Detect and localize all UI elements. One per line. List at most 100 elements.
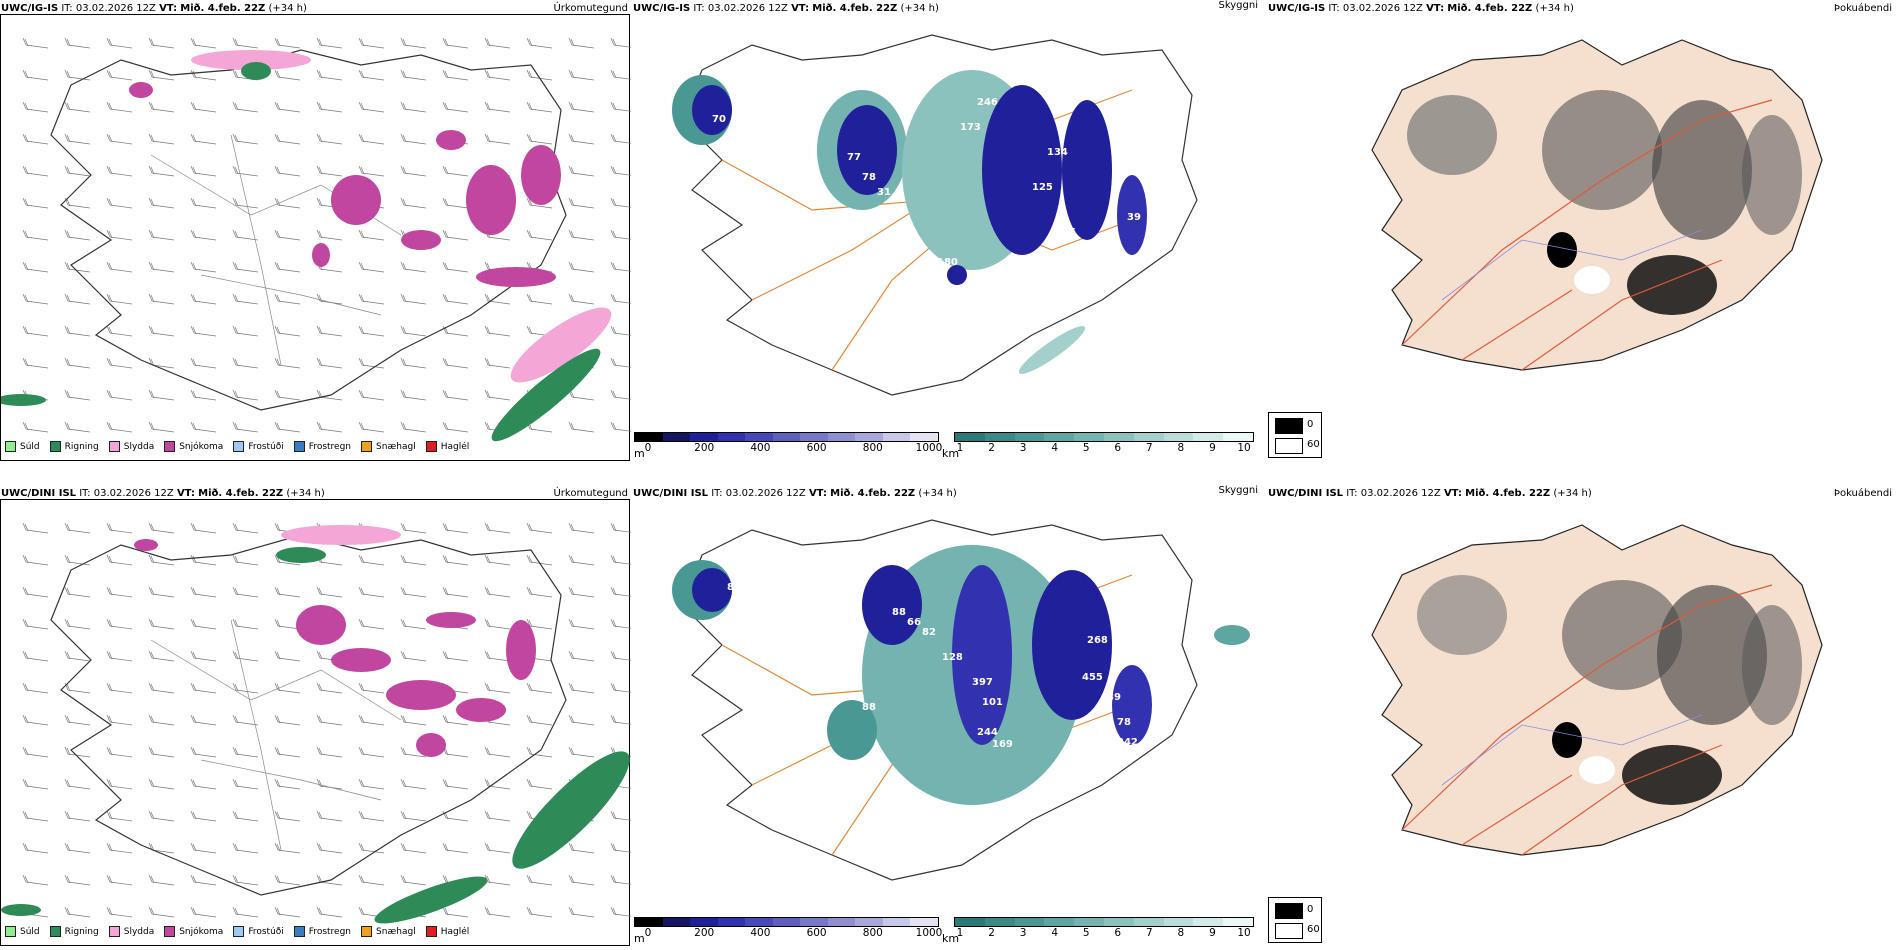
wind-barb: [232, 522, 259, 534]
wind-barb: [400, 357, 427, 369]
legend-item: Frostregn: [293, 926, 351, 937]
wind-barb: [442, 293, 469, 305]
wind-barb: [22, 229, 49, 241]
colorbar-segment: [1223, 918, 1253, 926]
ceiling-value-label: 31: [877, 187, 891, 198]
colorbar-segment: [910, 918, 939, 926]
legend-label: Slydda: [123, 926, 155, 937]
wind-barb: [22, 69, 49, 81]
row2-fog-title: UWC/DINI ISL IT: 03.02.2026 12Z VT: Mið.…: [1268, 488, 1592, 499]
wind-barb: [148, 325, 175, 337]
wind-barb: [148, 69, 175, 81]
wind-barb: [484, 906, 511, 918]
wind-barb: [610, 842, 631, 853]
wind-barb: [106, 618, 133, 630]
wind-barb: [568, 197, 595, 209]
colorbar-segment: [717, 918, 746, 926]
row1-precip-legend: Súld Rigning Slydda Snjókoma Frostúði Frostre…: [5, 441, 469, 452]
wind-barb: [106, 229, 133, 241]
wind-barb: [64, 682, 91, 694]
wind-barb: [190, 37, 217, 49]
wind-barb: [22, 165, 49, 177]
wind-barb: [358, 586, 385, 598]
wind-barb: [190, 682, 217, 694]
wind-barb: [232, 261, 259, 273]
wind-barb: [484, 618, 511, 630]
ceiling-value-label: 97: [730, 85, 744, 96]
legend-label: Snæhagl: [376, 441, 416, 452]
wind-barb: [64, 906, 91, 918]
colorbar-tick-label: 4: [1051, 442, 1058, 454]
row1-precip-map: [1, 37, 631, 442]
wind-barb: [358, 778, 385, 790]
wind-barb: [232, 618, 259, 630]
row1-visibility-panel: UWC/IG-IS IT: 03.02.2026 12Z VT: Mið. 4.…: [632, 0, 1262, 465]
wind-barb: [610, 650, 631, 661]
wind-barb: [484, 586, 511, 598]
wind-barb: [568, 874, 595, 886]
wind-barb: [568, 522, 595, 534]
fog-legend-black-swatch: [1275, 903, 1303, 919]
ceiling-value-label: 70: [712, 114, 726, 125]
wind-barb: [610, 37, 631, 48]
ceiling-value-label: 77: [847, 152, 861, 163]
ceiling-value-label: 88: [862, 702, 876, 713]
wind-barb: [232, 133, 259, 145]
legend-label: Frostúði: [248, 926, 284, 937]
wind-barb: [568, 746, 595, 758]
colorbar-tick-label: 8: [1177, 442, 1185, 454]
legend-item: Súld: [5, 926, 40, 937]
wind-barb: [64, 165, 91, 177]
wind-barb: [64, 618, 91, 630]
wind-barb: [274, 37, 301, 49]
wind-barb: [22, 650, 49, 662]
wind-barb: [442, 842, 469, 854]
wind-barb: [148, 554, 175, 566]
colorbar-segment: [772, 918, 801, 926]
wind-barb: [526, 906, 553, 918]
wind-barb: [22, 874, 49, 886]
row2-visibility-panel: UWC/DINI ISL IT: 03.02.2026 12Z VT: Mið.…: [632, 485, 1262, 950]
colorbar-tick-label: 800: [862, 442, 883, 454]
colorbar-segment: [635, 433, 663, 441]
wind-barb: [190, 133, 217, 145]
row2-ceiling-unit: m: [634, 932, 645, 945]
wind-barb: [610, 133, 631, 144]
row1-ceiling-colorbar: 0 200 400 600 800 1000: [634, 432, 942, 454]
row1-visibility-unit: km: [942, 447, 960, 460]
wind-barb: [568, 293, 595, 305]
legend-swatch: [233, 926, 245, 937]
legend-item: Frostregn: [293, 441, 351, 452]
wind-barb: [316, 421, 343, 433]
colorbar-segment: [882, 918, 911, 926]
ceiling-value-label: 331: [1122, 167, 1143, 178]
wind-barb: [64, 842, 91, 854]
wind-barb: [358, 810, 385, 822]
wind-barb: [526, 618, 553, 630]
wind-barb: [568, 618, 595, 630]
wind-barb: [232, 101, 259, 113]
ceiling-value-label: 242: [1117, 737, 1138, 748]
wind-barb: [442, 37, 469, 49]
wind-barb: [232, 810, 259, 822]
colorbar-segment: [984, 918, 1015, 926]
ceiling-value-label: 88: [892, 607, 906, 618]
colorbar-segment: [717, 433, 746, 441]
row1-fog-type-label: Þokuábendi: [1833, 3, 1892, 14]
ceiling-value-label: 12: [1079, 260, 1093, 271]
wind-barb: [400, 101, 427, 113]
legend-label: Haglél: [440, 926, 470, 937]
legend-swatch: [108, 441, 120, 452]
wind-barb: [232, 229, 259, 241]
wind-barb: [274, 101, 301, 113]
colorbar-segment: [1223, 433, 1253, 441]
wind-barb: [484, 778, 511, 790]
wind-barb: [148, 682, 175, 694]
legend-swatch: [164, 926, 176, 937]
wind-barb: [400, 842, 427, 854]
legend-item: Rigning: [49, 441, 99, 452]
wind-barb: [358, 746, 385, 758]
wind-barb: [568, 842, 595, 854]
wind-barb: [190, 906, 217, 918]
wind-barb: [106, 810, 133, 822]
